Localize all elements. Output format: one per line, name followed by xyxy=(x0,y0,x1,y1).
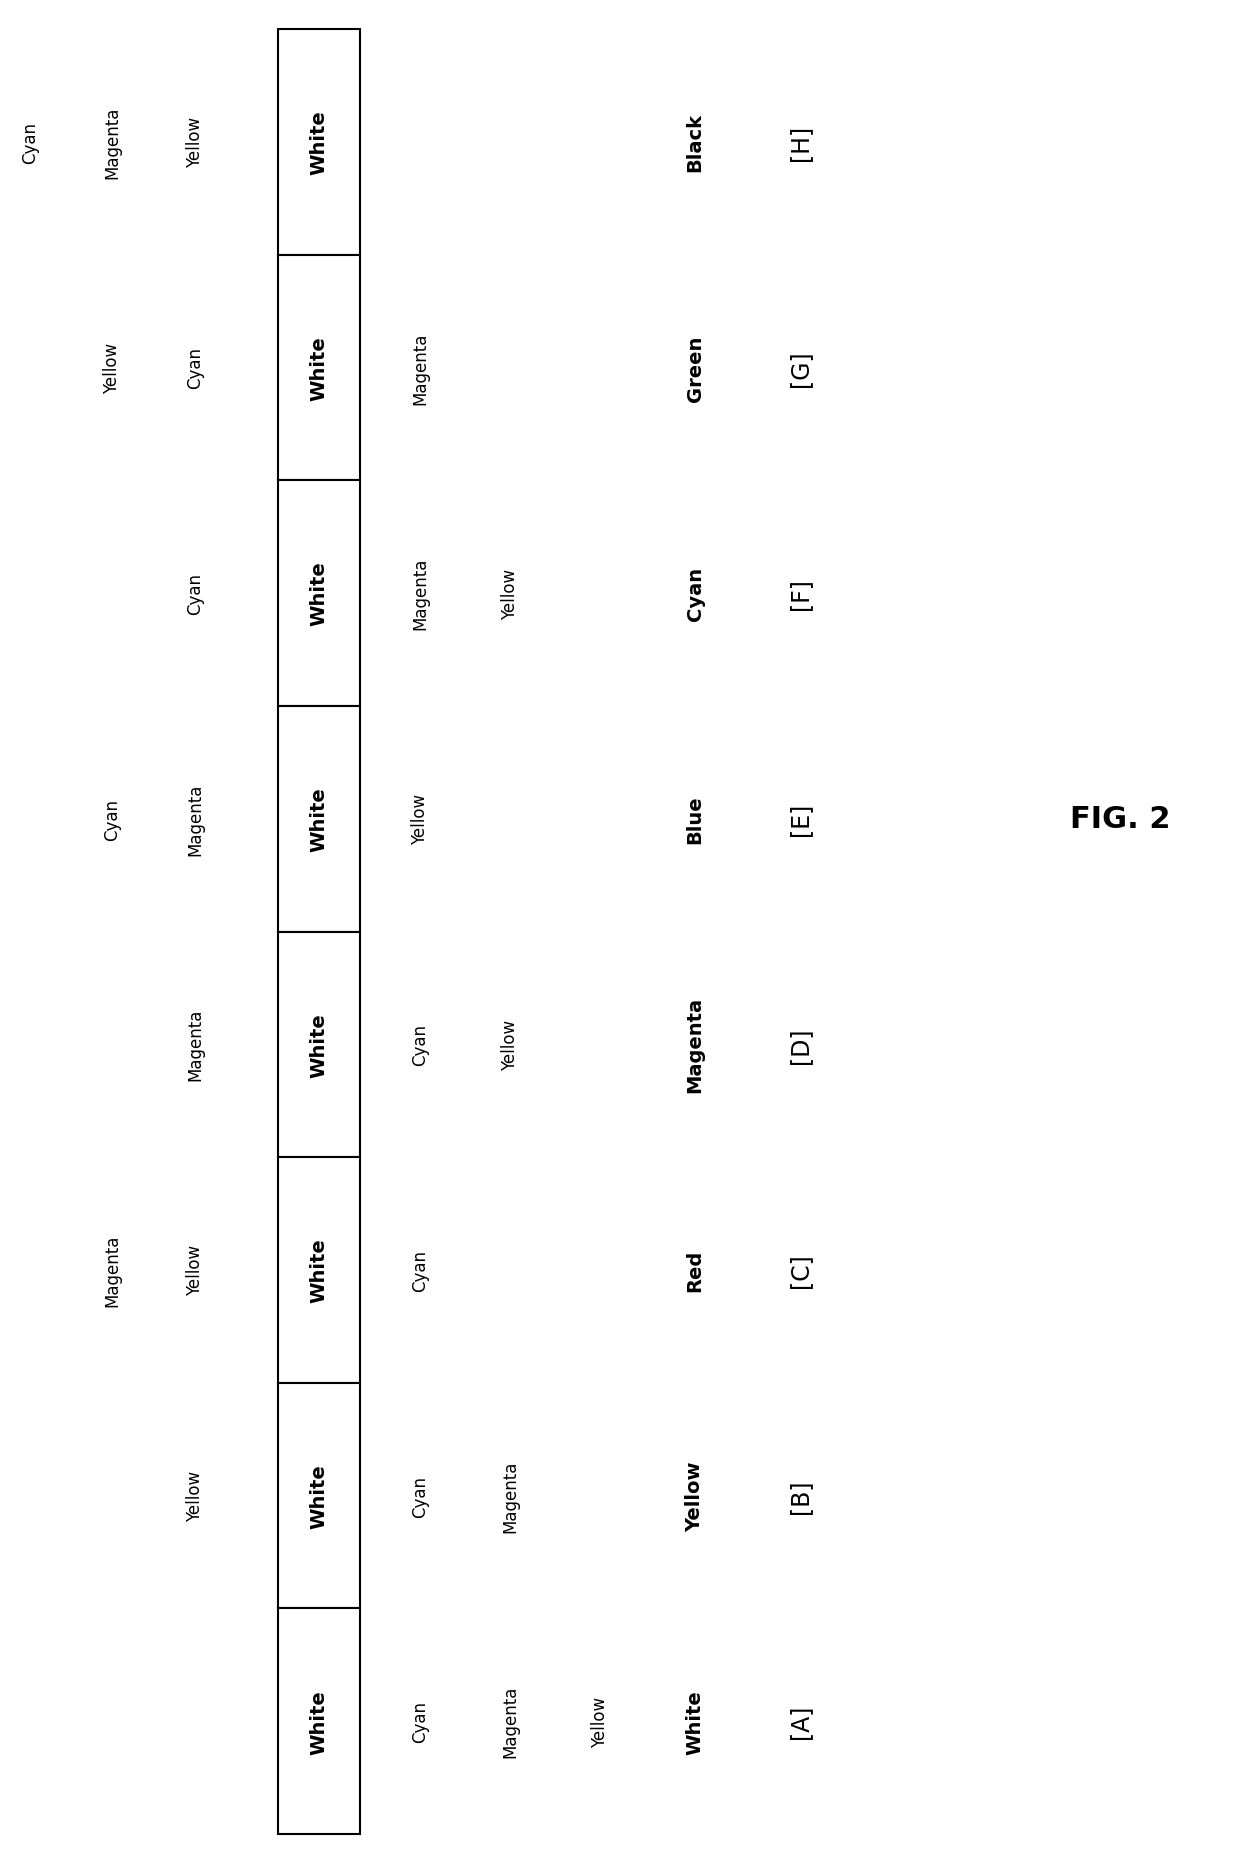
Text: White: White xyxy=(310,1689,329,1754)
Text: Yellow: Yellow xyxy=(501,569,520,619)
Text: Cyan: Cyan xyxy=(410,1249,429,1292)
Text: [D]: [D] xyxy=(787,1027,812,1062)
Text: Yellow: Yellow xyxy=(103,343,122,393)
Text: [C]: [C] xyxy=(787,1253,812,1288)
Text: Yellow: Yellow xyxy=(591,1696,609,1747)
Text: Magenta: Magenta xyxy=(186,783,205,856)
Text: Magenta: Magenta xyxy=(686,997,704,1092)
Text: White: White xyxy=(310,561,329,626)
Text: [E]: [E] xyxy=(787,803,812,835)
Bar xyxy=(278,932,360,1158)
Text: Cyan: Cyan xyxy=(410,1023,429,1066)
Bar xyxy=(278,1609,360,1834)
Text: Magenta: Magenta xyxy=(410,332,429,404)
Text: Yellow: Yellow xyxy=(686,1461,704,1530)
Text: Cyan: Cyan xyxy=(186,347,205,390)
Text: [F]: [F] xyxy=(787,578,812,610)
Text: Blue: Blue xyxy=(686,794,704,844)
Text: Cyan: Cyan xyxy=(410,1474,429,1517)
Bar xyxy=(278,706,360,932)
Text: White: White xyxy=(686,1689,704,1754)
Text: Green: Green xyxy=(686,336,704,401)
Text: Black: Black xyxy=(686,114,704,171)
Text: Cyan: Cyan xyxy=(103,798,122,841)
Text: [B]: [B] xyxy=(787,1478,812,1514)
Text: White: White xyxy=(310,787,329,852)
Text: FIG. 2: FIG. 2 xyxy=(1070,805,1171,833)
Text: Red: Red xyxy=(686,1249,704,1292)
Text: Magenta: Magenta xyxy=(103,106,122,179)
Text: [G]: [G] xyxy=(787,350,812,386)
Text: Yellow: Yellow xyxy=(410,794,429,844)
Text: Yellow: Yellow xyxy=(186,117,205,168)
Text: Magenta: Magenta xyxy=(103,1234,122,1307)
Text: Cyan: Cyan xyxy=(21,121,38,164)
Text: Magenta: Magenta xyxy=(501,1460,520,1532)
Bar xyxy=(278,1383,360,1609)
Text: White: White xyxy=(310,110,329,175)
Text: White: White xyxy=(310,1012,329,1077)
Text: [A]: [A] xyxy=(787,1704,812,1739)
Text: [H]: [H] xyxy=(787,125,812,160)
Text: Yellow: Yellow xyxy=(186,1471,205,1521)
Text: Cyan: Cyan xyxy=(186,572,205,615)
Bar xyxy=(278,481,360,706)
Bar xyxy=(278,255,360,481)
Bar xyxy=(278,30,360,255)
Text: Magenta: Magenta xyxy=(410,557,429,630)
Text: White: White xyxy=(310,1238,329,1303)
Text: Magenta: Magenta xyxy=(501,1685,520,1758)
Text: White: White xyxy=(310,336,329,401)
Bar xyxy=(278,1158,360,1383)
Text: Yellow: Yellow xyxy=(186,1245,205,1295)
Text: Cyan: Cyan xyxy=(686,567,704,621)
Text: Cyan: Cyan xyxy=(410,1700,429,1743)
Text: Magenta: Magenta xyxy=(186,1008,205,1081)
Text: Yellow: Yellow xyxy=(501,1020,520,1070)
Text: White: White xyxy=(310,1463,329,1528)
